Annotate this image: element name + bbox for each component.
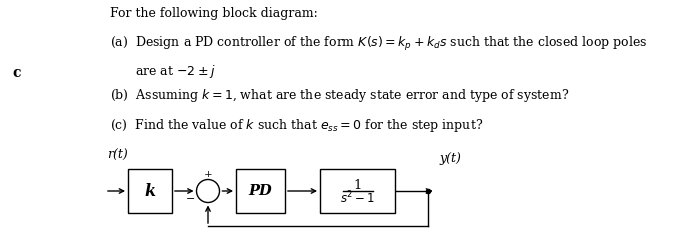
Text: k: k	[145, 183, 156, 199]
Text: r(t): r(t)	[107, 149, 127, 162]
Text: −: −	[186, 194, 196, 204]
Text: +: +	[204, 170, 212, 179]
Text: (b)  Assuming $k = 1$, what are the steady state error and type of system?: (b) Assuming $k = 1$, what are the stead…	[110, 87, 569, 104]
Bar	[236, 169, 285, 213]
Text: PD: PD	[249, 184, 272, 198]
Text: $s^2-1$: $s^2-1$	[340, 189, 375, 206]
Bar	[320, 169, 395, 213]
Text: 1: 1	[353, 179, 362, 192]
Text: For the following block diagram:: For the following block diagram:	[110, 7, 318, 20]
Text: c: c	[12, 66, 21, 80]
Text: (a)  Design a PD controller of the form $K(s) = k_p + k_d s$ such that the close: (a) Design a PD controller of the form $…	[110, 35, 647, 53]
Text: y(t): y(t)	[439, 152, 461, 165]
Text: (c)  Find the value of $k$ such that $e_{ss} = 0$ for the step input?: (c) Find the value of $k$ such that $e_{…	[110, 117, 483, 134]
Bar	[128, 169, 172, 213]
Text: are at $-2 \pm j$: are at $-2 \pm j$	[135, 63, 216, 80]
